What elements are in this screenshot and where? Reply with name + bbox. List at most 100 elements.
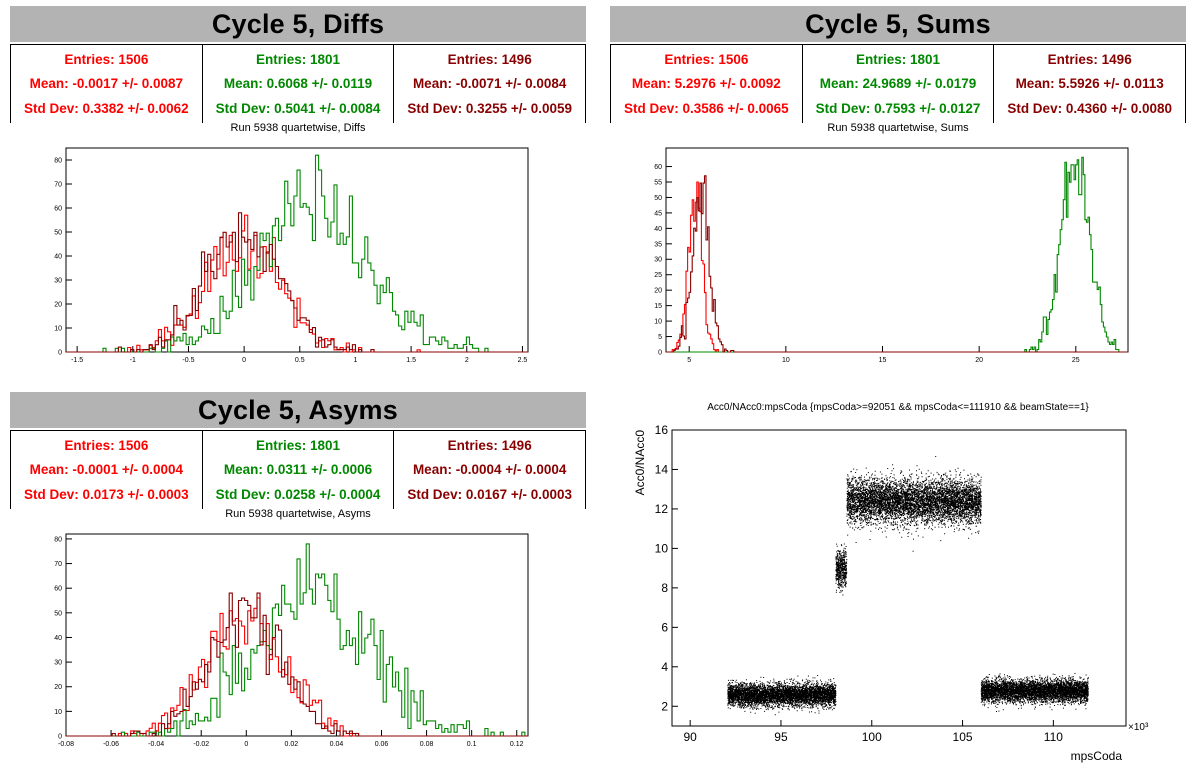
stat-stddev: Std Dev: 0.0167 +/- 0.0003 xyxy=(407,487,573,503)
y-tick-label: 0 xyxy=(658,349,662,356)
histogram-series-darkred xyxy=(66,592,528,737)
x-tick-label: 15 xyxy=(879,357,887,364)
y-tick-label: 20 xyxy=(654,288,662,295)
sums-histogram: 5 10 15 20 25 0 5 10 15 20 25 30 35 40 45 50 55 60 xyxy=(654,147,1129,364)
x-tick-label: 0.1 xyxy=(467,741,477,748)
y-tick-label: 12 xyxy=(655,502,669,516)
sums-stats-box: Entries: 1506 Mean: 5.2976 +/- 0.0092 St… xyxy=(610,44,1187,123)
y-tick-label: 50 xyxy=(54,610,62,617)
y-tick-label: 80 xyxy=(54,536,62,543)
x-tick-label: -0.08 xyxy=(58,741,74,748)
x-tick-label: -0.06 xyxy=(103,741,119,748)
stat-entries: Entries: 1496 xyxy=(447,437,532,453)
x-tick-label: 25 xyxy=(1072,357,1080,364)
sums-banner: Cycle 5, Sums xyxy=(610,6,1186,42)
y-tick-label: 55 xyxy=(654,179,662,186)
stat-stddev: Std Dev: 0.7593 +/- 0.0127 xyxy=(815,101,981,117)
x-tick-label: 95 xyxy=(774,730,788,744)
x-tick-label: 90 xyxy=(683,730,697,744)
diffs-stats-box: Entries: 1506 Mean: -0.0017 +/- 0.0087 S… xyxy=(10,44,587,123)
stat-stddev: Std Dev: 0.0173 +/- 0.0003 xyxy=(23,487,189,503)
y-tick-label: 60 xyxy=(54,205,62,212)
x-tick-label: 1.5 xyxy=(406,357,416,364)
x-tick-label: 0 xyxy=(244,741,248,748)
sums-plot-title: Run 5938 quartetwise, Sums xyxy=(827,122,969,134)
asyms-stats-green: Entries: 1801 Mean: 0.0311 +/- 0.0006 St… xyxy=(203,431,395,509)
x-tick-label: 100 xyxy=(862,730,882,744)
y-tick-label: 10 xyxy=(654,319,662,326)
y-tick-label: 80 xyxy=(54,157,62,164)
y-tick-label: 35 xyxy=(654,241,662,248)
stat-mean: Mean: 0.0311 +/- 0.0006 xyxy=(223,462,373,478)
stat-mean: Mean: -0.0004 +/- 0.0004 xyxy=(412,462,567,478)
y-tick-label: 50 xyxy=(54,229,62,236)
asyms-stats-red: Entries: 1506 Mean: -0.0001 +/- 0.0004 S… xyxy=(10,431,203,509)
diffs-plot-title: Run 5938 quartetwise, Diffs xyxy=(230,122,366,134)
stat-entries: Entries: 1506 xyxy=(64,437,149,453)
x-tick-label: -0.04 xyxy=(148,741,164,748)
stat-entries: Entries: 1801 xyxy=(855,51,941,67)
y-tick-label: 45 xyxy=(654,210,662,217)
y-tick-label: 8 xyxy=(661,581,668,595)
diffs-banner: Cycle 5, Diffs xyxy=(10,6,586,42)
x-tick-label: 2 xyxy=(465,357,469,364)
asyms-banner: Cycle 5, Asyms xyxy=(10,392,586,428)
y-tick-label: 16 xyxy=(655,423,669,437)
plot-frame xyxy=(671,429,1127,727)
diffs-stats-red: Entries: 1506 Mean: -0.0017 +/- 0.0087 S… xyxy=(10,45,203,123)
x-tick-label: 0.08 xyxy=(420,741,434,748)
stat-entries: Entries: 1801 xyxy=(255,437,341,453)
y-tick-label: 30 xyxy=(654,257,662,264)
plot-frame xyxy=(65,147,529,353)
stat-mean: Mean: -0.0071 +/- 0.0084 xyxy=(412,76,567,92)
stat-entries: Entries: 1801 xyxy=(255,51,341,67)
y-tick-label: 60 xyxy=(654,164,662,171)
x-axis-label: mpsCoda xyxy=(1071,749,1123,763)
histogram-series-green xyxy=(66,154,528,353)
x-tick-label: 0.06 xyxy=(375,741,389,748)
diffs-panel: Cycle 5, Diffs Entries: 1506 Mean: -0.00… xyxy=(10,6,587,366)
x-tick-label: -1.5 xyxy=(71,357,83,364)
x-tick-label: -1 xyxy=(130,357,136,364)
x-tick-label: 110 xyxy=(1044,730,1063,744)
sums-panel: Cycle 5, Sums Entries: 1506 Mean: 5.2976… xyxy=(610,6,1187,366)
y-tick-label: 15 xyxy=(654,303,662,310)
scatter-plot: 90 95 100 105 110 2 4 6 8 10 12 14 16 Acc0/NAcc0 mpsCo… xyxy=(633,423,1149,763)
x-exponent-label: ×10³ xyxy=(1128,722,1149,733)
y-tick-label: 20 xyxy=(54,301,62,308)
x-tick-label: 0.12 xyxy=(510,741,524,748)
asyms-stats-box: Entries: 1506 Mean: -0.0001 +/- 0.0004 S… xyxy=(10,430,587,509)
asyms-panel: Cycle 5, Asyms Entries: 1506 Mean: -0.00… xyxy=(10,392,587,768)
y-tick-label: 50 xyxy=(654,195,662,202)
stat-mean: Mean: -0.0001 +/- 0.0004 xyxy=(29,462,184,478)
scatter-points xyxy=(727,456,1089,716)
y-tick-label: 30 xyxy=(54,660,62,667)
y-tick-label: 25 xyxy=(654,272,662,279)
y-tick-label: 0 xyxy=(58,733,62,740)
y-tick-label: 14 xyxy=(655,463,669,477)
y-tick-label: 10 xyxy=(54,325,62,332)
x-tick-label: 0 xyxy=(242,357,246,364)
y-tick-label: 0 xyxy=(58,349,62,356)
histogram-series-green xyxy=(66,543,528,737)
y-tick-label: 70 xyxy=(54,181,62,188)
stat-entries: Entries: 1496 xyxy=(1047,51,1132,67)
x-tick-label: 20 xyxy=(975,357,983,364)
plot-frame xyxy=(65,533,529,737)
sums-stats-darkred: Entries: 1496 Mean: 5.5926 +/- 0.0113 St… xyxy=(994,45,1187,123)
x-tick-label: 0.04 xyxy=(330,741,344,748)
x-tick-label: -0.5 xyxy=(182,357,194,364)
stat-mean: Mean: 0.6068 +/- 0.0119 xyxy=(223,76,373,92)
y-tick-label: 30 xyxy=(54,277,62,284)
y-tick-label: 40 xyxy=(54,253,62,260)
stat-entries: Entries: 1496 xyxy=(447,51,532,67)
y-tick-label: 40 xyxy=(654,226,662,233)
x-tick-label: 1 xyxy=(353,357,357,364)
sums-stats-green: Entries: 1801 Mean: 24.9689 +/- 0.0179 S… xyxy=(803,45,995,123)
y-tick-label: 4 xyxy=(661,660,668,674)
asyms-plot-title: Run 5938 quartetwise, Asyms xyxy=(225,508,371,520)
sums-stats-red: Entries: 1506 Mean: 5.2976 +/- 0.0092 St… xyxy=(610,45,803,123)
y-axis-label: Acc0/NAcc0 xyxy=(633,430,647,496)
stat-mean: Mean: 24.9689 +/- 0.0179 xyxy=(819,76,977,92)
histogram-series-darkred xyxy=(66,212,528,353)
